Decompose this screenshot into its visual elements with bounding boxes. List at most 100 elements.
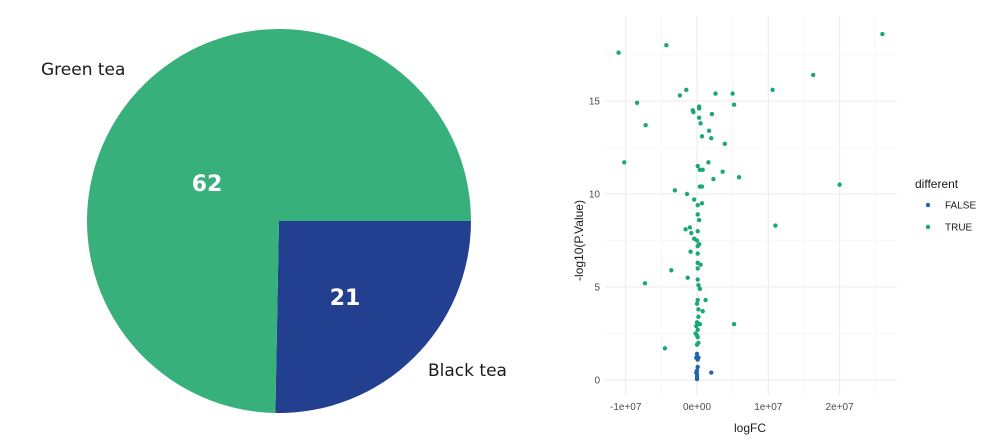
data-point-true	[684, 191, 690, 197]
data-point-true	[622, 160, 627, 165]
data-point-true	[837, 182, 842, 187]
data-point-true	[720, 169, 725, 174]
data-point-true	[691, 109, 696, 115]
data-point-true	[672, 188, 678, 193]
data-point-true	[713, 91, 718, 96]
x-axis-ticks: -1e+07 0e+00 1e+07 2e+07	[610, 402, 854, 413]
y-tick-label: 5	[594, 283, 600, 294]
data-point-true	[687, 225, 693, 230]
y-tick-label: 0	[594, 376, 600, 387]
data-point-true	[695, 163, 700, 169]
data-point-true	[880, 31, 885, 37]
legend-label: FALSE	[945, 201, 976, 212]
pie-chart-panel: 62 21 Green tea Black tea	[41, 29, 507, 413]
plot-gridlines	[605, 16, 897, 395]
data-point-true	[696, 340, 701, 345]
data-point-false	[709, 370, 714, 375]
data-point-true	[696, 282, 701, 288]
x-axis-title: logFC	[734, 421, 766, 435]
data-point-true	[695, 212, 700, 217]
data-point-true	[695, 243, 700, 249]
data-point-false	[696, 355, 701, 360]
data-point-true	[695, 202, 700, 208]
data-point-true	[699, 134, 705, 139]
data-point-true	[695, 297, 700, 303]
data-points	[616, 31, 885, 382]
data-point-true	[685, 275, 690, 280]
y-axis-title: -log10(P.Value)	[572, 200, 586, 281]
legend-title: different	[915, 177, 959, 191]
data-point-true	[696, 314, 701, 319]
data-point-true	[695, 335, 700, 340]
data-point-true	[698, 262, 703, 267]
x-tick-label: 0e+00	[683, 402, 712, 413]
data-point-true	[688, 249, 693, 254]
data-point-true	[694, 323, 699, 329]
data-point-true	[696, 217, 702, 223]
data-point-true	[664, 43, 669, 48]
data-point-true	[695, 277, 700, 282]
y-axis-ticks: 0 5 10 15	[589, 97, 601, 387]
data-point-true	[731, 102, 737, 107]
scatter-chart: 0 5 10 15 -1e+07 0e+00 1e+07 2e+07 logFC -log1…	[572, 16, 976, 435]
data-point-true	[730, 91, 735, 96]
data-point-true	[699, 201, 705, 206]
data-point-true	[736, 175, 742, 180]
data-point-true	[691, 197, 697, 202]
y-tick-label: 10	[589, 190, 601, 201]
data-point-true	[684, 87, 689, 93]
pie-value-label: 62	[192, 172, 223, 197]
data-point-true	[709, 111, 715, 117]
data-point-true	[643, 122, 648, 128]
pie-category-label: Black tea	[428, 361, 507, 381]
data-point-true	[694, 238, 700, 243]
pie-slices	[87, 29, 472, 413]
data-point-true	[695, 229, 700, 234]
data-point-true	[677, 93, 683, 98]
scatter-chart-panel: 0 5 10 15 -1e+07 0e+00 1e+07 2e+07 logFC -log1…	[560, 0, 1000, 442]
legend-label: TRUE	[945, 223, 973, 234]
x-tick-label: 1e+07	[754, 402, 783, 413]
legend-key-false	[925, 202, 931, 208]
data-point-true	[695, 327, 700, 332]
data-point-true	[698, 121, 703, 126]
pie-slice-green-tea	[87, 29, 472, 413]
data-point-true	[706, 128, 712, 133]
data-point-true	[689, 230, 694, 236]
data-point-false	[695, 364, 700, 370]
data-point-true	[616, 50, 621, 55]
data-point-true	[696, 106, 702, 111]
data-point-true	[770, 87, 775, 93]
pie-chart: 62 21 Green tea Black tea	[41, 29, 507, 413]
x-tick-label: 2e+07	[826, 402, 855, 413]
pie-labels: 62 21 Green tea Black tea	[41, 60, 507, 381]
pie-slice-black-tea	[275, 221, 471, 413]
data-point-true	[696, 115, 702, 120]
data-point-true	[811, 72, 816, 78]
data-point-true	[709, 136, 714, 141]
legend: different FALSE TRUE	[915, 177, 976, 234]
data-point-true	[683, 227, 688, 232]
data-point-true	[696, 307, 701, 312]
data-point-true	[706, 160, 711, 165]
data-point-true	[703, 297, 708, 303]
data-point-true	[695, 251, 700, 256]
data-point-true	[731, 322, 737, 327]
data-point-true	[634, 100, 640, 106]
data-point-true	[711, 176, 716, 182]
data-point-true	[697, 286, 703, 292]
x-tick-label: -1e+07	[610, 402, 642, 413]
data-point-false	[694, 351, 700, 357]
legend-key-true	[925, 224, 931, 230]
data-point-true	[697, 322, 703, 327]
data-point-true	[699, 184, 705, 189]
data-point-true	[773, 223, 778, 228]
y-tick-label: 15	[589, 97, 601, 108]
data-point-true	[700, 167, 705, 173]
data-point-true	[694, 301, 700, 306]
pie-value-label: 21	[330, 286, 361, 311]
data-point-true	[642, 281, 648, 286]
data-point-true	[700, 308, 705, 314]
data-point-false	[694, 376, 700, 382]
data-point-true	[669, 268, 674, 273]
